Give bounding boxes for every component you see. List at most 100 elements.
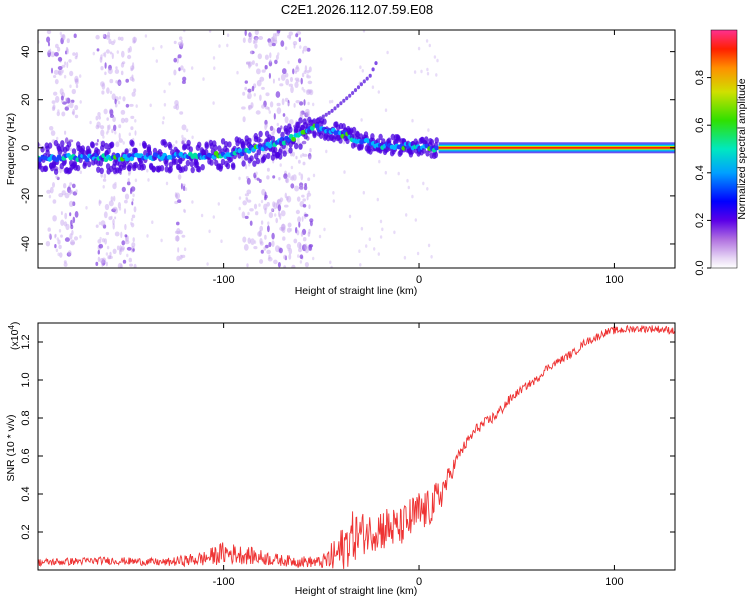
noise-speck (177, 247, 180, 253)
noise-speck (75, 189, 78, 193)
noise-speck (301, 194, 305, 198)
stable-band (438, 142, 675, 154)
noise-speck (282, 236, 286, 241)
noise-speck (112, 206, 118, 211)
noise-speck (128, 257, 132, 263)
noise-speck (105, 261, 108, 267)
noise-speck (54, 244, 57, 249)
noise-speck (295, 33, 299, 38)
noise-speck (116, 50, 120, 54)
ridge-blob (151, 165, 156, 172)
noise-speck (297, 138, 300, 142)
noise-speck (295, 65, 299, 70)
noise-speck (57, 109, 60, 113)
noise-speck (131, 201, 134, 206)
noise-speck (246, 189, 252, 195)
ridge-blob (173, 158, 179, 165)
noise-speck (269, 52, 272, 59)
noise-speck (98, 243, 104, 249)
noise-speck (360, 118, 363, 122)
noise-speck (121, 50, 125, 58)
x-tick-label: 0 (416, 274, 422, 286)
noise-speck (260, 199, 264, 204)
noise-speck (218, 44, 221, 48)
ridge-blob (183, 165, 188, 172)
ridge-blob (168, 166, 173, 173)
branch-blob (310, 121, 314, 126)
noise-speck (271, 232, 275, 240)
noise-speck (301, 72, 305, 78)
noise-speck (247, 237, 251, 244)
spectrogram-content (38, 30, 675, 268)
noise-speck (259, 225, 264, 232)
noise-speck (255, 62, 259, 67)
noise-speck (265, 92, 270, 97)
ridge-blob (387, 137, 392, 144)
noise-speck (306, 195, 309, 201)
noise-speck (111, 52, 114, 60)
ridge-blob (124, 148, 129, 155)
noise-speck (426, 71, 430, 76)
noise-speck (200, 213, 204, 218)
noise-speck (58, 244, 62, 250)
noise-speck (122, 96, 126, 102)
noise-speck (133, 206, 137, 213)
noise-speck (163, 89, 166, 94)
ridge-blob (43, 165, 49, 172)
noise-speck (331, 99, 334, 104)
noise-speck (386, 50, 389, 55)
noise-speck (291, 264, 296, 268)
noise-speck (69, 233, 73, 240)
ridge-blob (147, 150, 153, 157)
noise-speck (274, 35, 278, 39)
noise-speck (60, 219, 65, 226)
noise-speck (298, 221, 301, 228)
ridge-blob (433, 151, 439, 159)
noise-speck (95, 261, 99, 266)
noise-speck (241, 211, 246, 219)
noise-speck (114, 181, 117, 186)
noise-speck (177, 199, 182, 204)
noise-speck (298, 247, 302, 253)
noise-speck (74, 55, 78, 60)
noise-speck (258, 203, 261, 207)
noise-speck (293, 103, 296, 108)
noise-speck (105, 231, 110, 236)
branch-blob (312, 120, 317, 124)
noise-speck (265, 124, 268, 128)
ridge-blob (87, 160, 92, 168)
noise-speck (130, 221, 133, 226)
noise-speck (74, 114, 79, 119)
noise-speck (260, 220, 264, 225)
x-tick-label: 100 (605, 576, 623, 588)
noise-speck (160, 238, 163, 243)
noise-speck (426, 67, 429, 72)
ridge-blob (434, 137, 439, 144)
noise-speck (253, 93, 256, 97)
branch-blob (353, 88, 358, 93)
noise-speck (277, 52, 280, 56)
ridge-core (291, 136, 296, 142)
snr-y-ticks: 0.2 0.4 0.6 0.8 1.0 1.2 (20, 334, 675, 540)
noise-speck (243, 244, 249, 251)
ridge-blob (274, 151, 279, 159)
noise-speck (59, 252, 63, 258)
ridge-blob (76, 141, 81, 148)
noise-speck (98, 221, 102, 226)
noise-speck (253, 246, 258, 250)
ridge-blob (104, 142, 109, 150)
noise-speck (100, 66, 104, 71)
noise-speck (100, 125, 105, 130)
noise-speck (280, 210, 286, 217)
noise-speck (132, 62, 135, 70)
noise-speck (248, 32, 253, 40)
noise-speck (269, 101, 274, 108)
ridge-blob (185, 159, 191, 167)
ridge-blob (303, 133, 308, 140)
noise-speck (261, 86, 265, 90)
ridge-core (434, 145, 439, 151)
noise-speck (109, 251, 112, 257)
noise-speck (244, 30, 247, 36)
ridge-blob (209, 159, 214, 166)
noise-speck (246, 61, 249, 65)
